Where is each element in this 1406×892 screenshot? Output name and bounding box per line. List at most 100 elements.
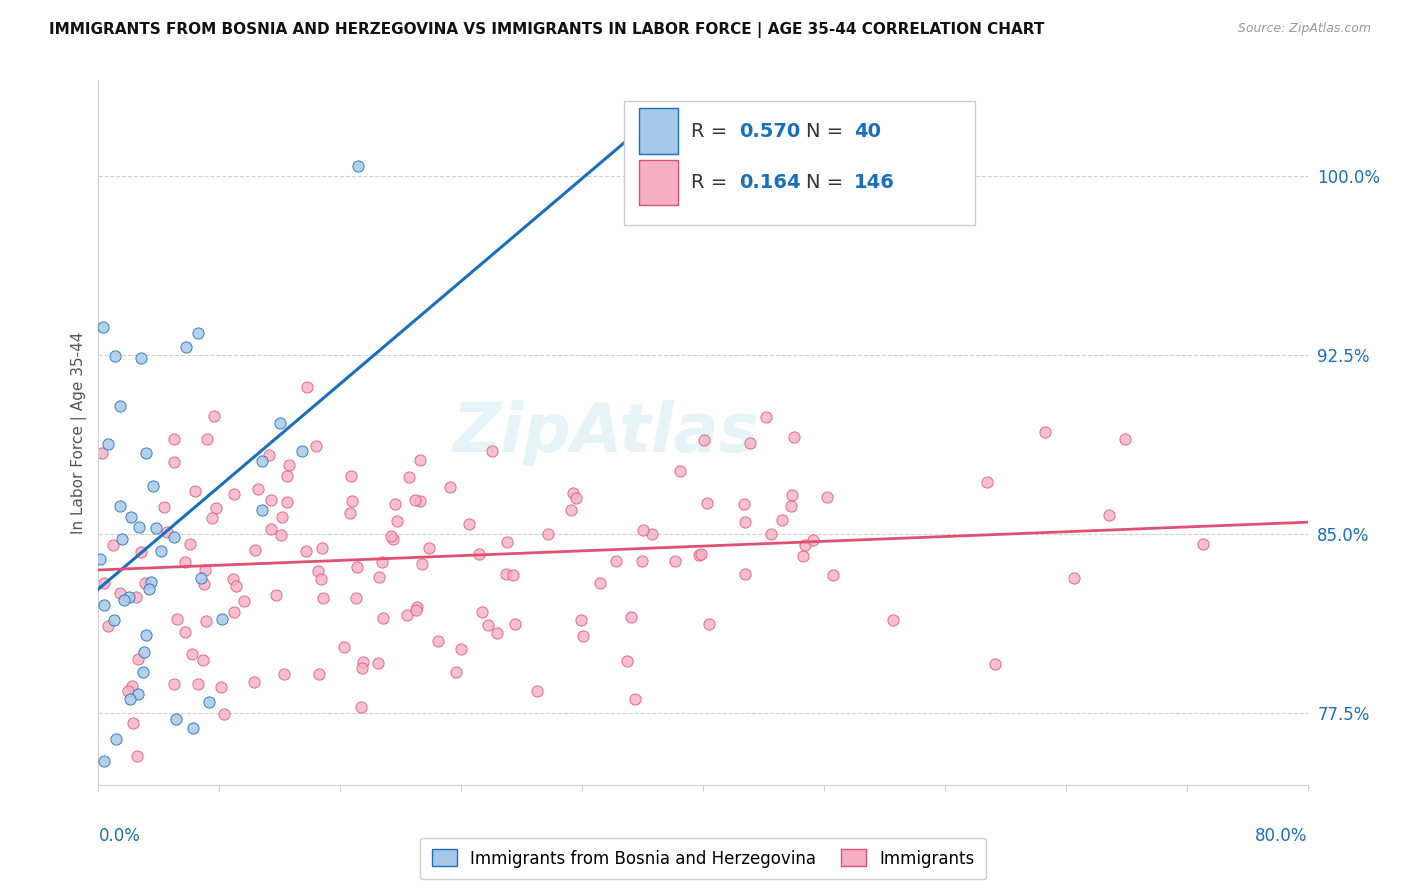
Point: [633, 523, 655, 537]
Text: 0.570: 0.570: [740, 121, 800, 141]
Point: [770, 513, 793, 527]
Point: [277, 458, 299, 473]
Point: [181, 721, 204, 735]
Point: [352, 655, 374, 669]
Text: N =: N =: [806, 173, 849, 192]
Point: [257, 448, 280, 462]
Point: [105, 731, 128, 746]
Point: [101, 538, 124, 552]
Point: [108, 585, 131, 599]
Point: [382, 532, 405, 546]
Point: [560, 503, 582, 517]
Point: [294, 544, 316, 558]
Point: [121, 716, 143, 731]
Point: [205, 501, 228, 516]
Point: [91, 320, 114, 334]
Point: [194, 614, 217, 628]
Point: [124, 591, 146, 605]
Point: [103, 613, 125, 627]
Point: [444, 665, 467, 679]
Point: [162, 530, 184, 544]
Point: [344, 591, 367, 605]
Point: [477, 618, 499, 632]
Point: [245, 542, 267, 557]
Point: [418, 541, 440, 555]
Point: [502, 568, 524, 582]
Point: [1114, 432, 1136, 446]
Point: [792, 549, 814, 563]
Point: [112, 592, 135, 607]
Point: [134, 645, 156, 659]
Point: [738, 436, 761, 450]
Point: [404, 493, 426, 508]
Text: R =: R =: [690, 173, 734, 192]
Text: 0.0%: 0.0%: [98, 827, 141, 846]
Point: [190, 571, 212, 585]
Point: [485, 626, 508, 640]
Point: [409, 453, 432, 467]
Point: [640, 527, 662, 541]
Point: [89, 551, 111, 566]
Point: [350, 661, 373, 675]
Point: [270, 527, 292, 541]
Point: [135, 445, 157, 459]
Point: [398, 469, 420, 483]
Point: [209, 680, 232, 694]
Point: [193, 577, 215, 591]
Point: [120, 692, 142, 706]
Point: [371, 555, 394, 569]
Point: [222, 572, 245, 586]
Point: [120, 510, 142, 524]
Point: [976, 475, 998, 489]
Point: [755, 409, 778, 424]
Point: [693, 434, 716, 448]
Point: [187, 677, 209, 691]
Point: [163, 455, 186, 469]
Point: [405, 603, 427, 617]
Point: [496, 535, 519, 549]
Point: [406, 599, 429, 614]
Point: [565, 491, 588, 505]
Point: [138, 582, 160, 596]
Point: [793, 538, 815, 552]
Point: [495, 566, 517, 581]
Point: [690, 547, 713, 561]
Point: [149, 544, 172, 558]
Point: [90, 446, 112, 460]
Point: [312, 591, 335, 605]
Text: R =: R =: [690, 121, 734, 141]
Point: [198, 695, 221, 709]
Point: [276, 495, 298, 509]
Point: [139, 575, 162, 590]
Point: [250, 454, 273, 468]
Point: [269, 416, 291, 430]
Point: [307, 564, 329, 578]
Point: [152, 500, 174, 514]
Text: N =: N =: [806, 121, 849, 141]
Point: [93, 575, 115, 590]
Point: [211, 612, 233, 626]
Point: [93, 754, 115, 768]
Point: [572, 629, 595, 643]
Point: [526, 684, 548, 698]
Point: [135, 628, 157, 642]
Point: [311, 541, 333, 556]
Point: [783, 430, 806, 444]
Point: [117, 684, 139, 698]
Point: [1033, 425, 1056, 439]
Point: [339, 506, 361, 520]
Point: [155, 525, 177, 540]
Point: [311, 572, 333, 586]
Point: [173, 624, 195, 639]
Point: [191, 652, 214, 666]
Point: [387, 515, 409, 529]
Point: [371, 611, 394, 625]
Text: 40: 40: [855, 121, 882, 141]
Y-axis label: In Labor Force | Age 35-44: In Labor Force | Age 35-44: [72, 332, 87, 533]
Point: [273, 667, 295, 681]
Point: [224, 487, 246, 501]
Point: [697, 617, 720, 632]
Point: [616, 654, 638, 668]
Point: [127, 749, 149, 764]
Point: [97, 619, 120, 633]
